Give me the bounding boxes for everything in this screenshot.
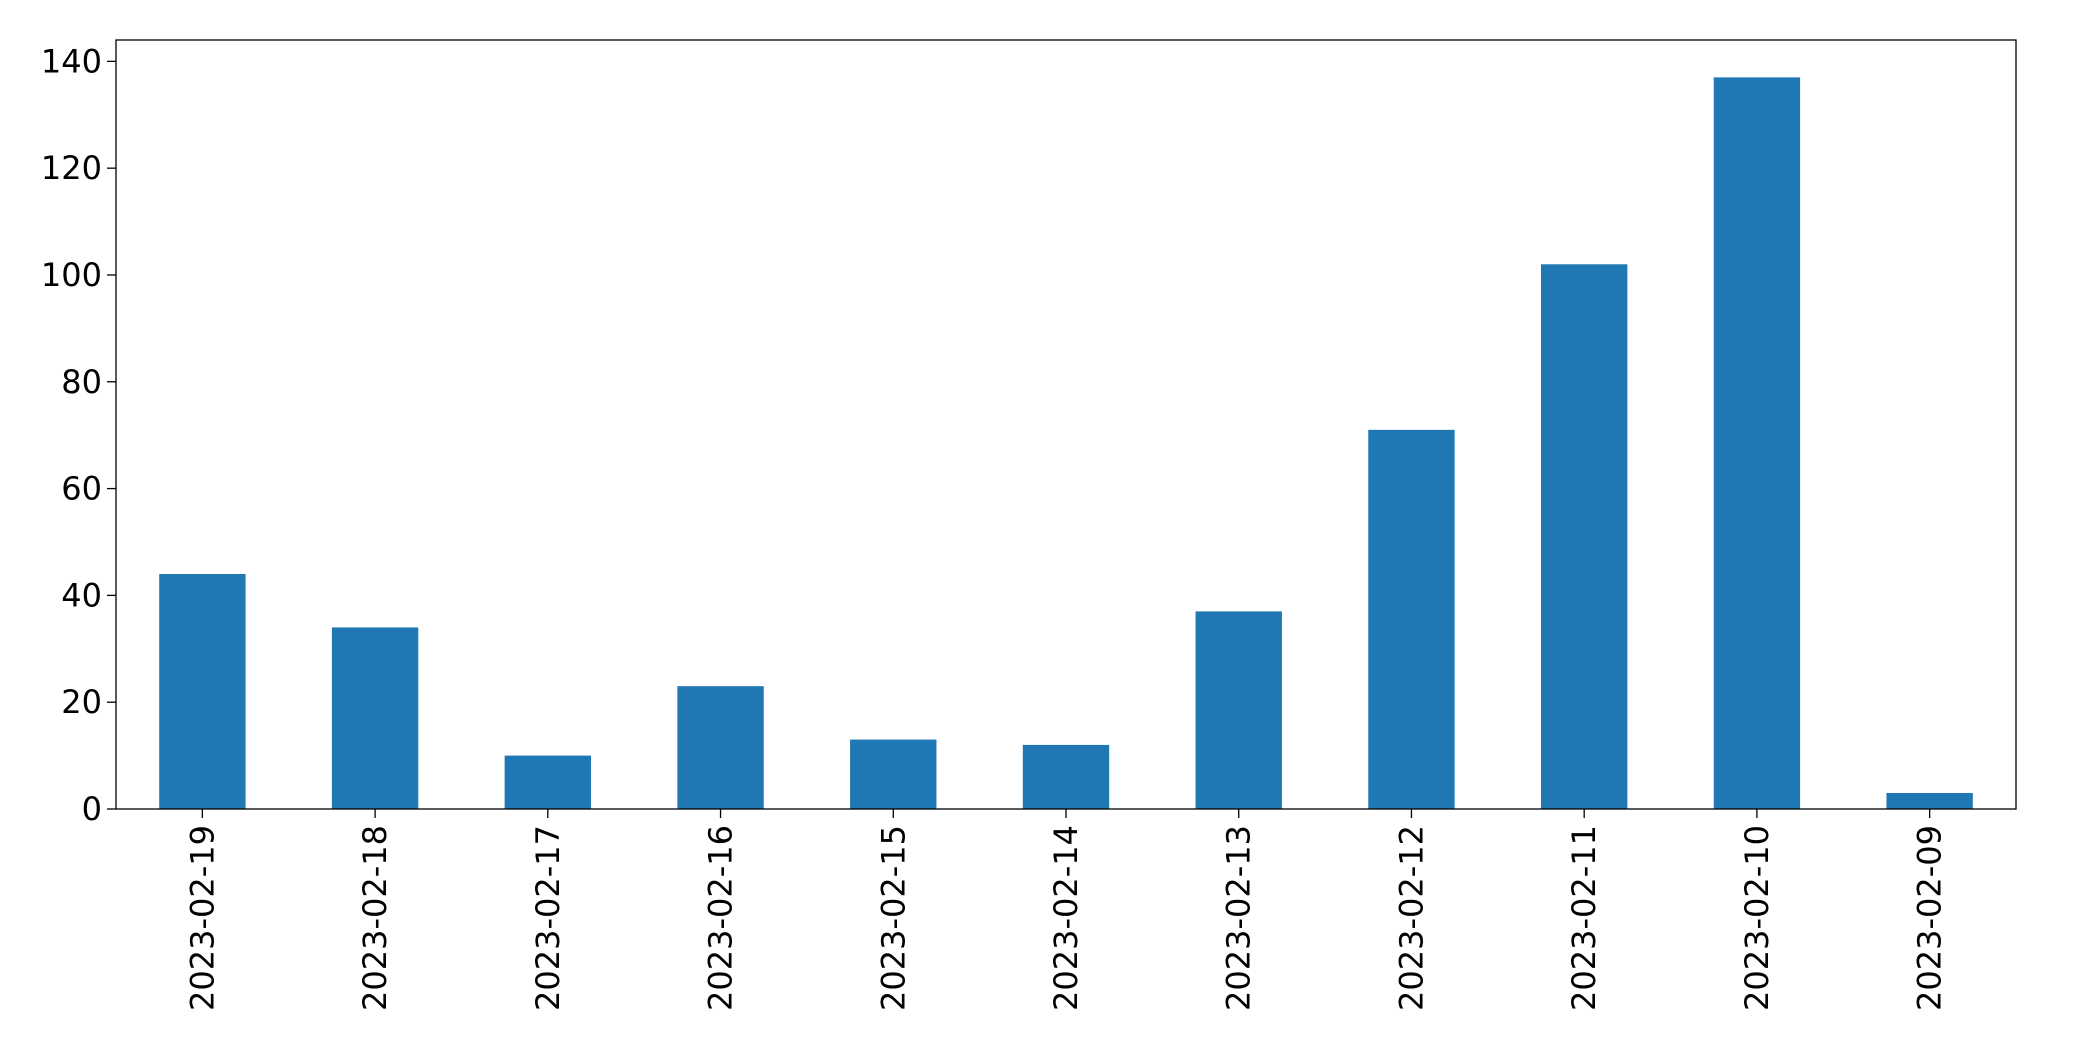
- x-tick-label: 2023-02-09: [1911, 825, 1949, 1011]
- bar: [1886, 792, 1973, 809]
- y-tick-label: 80: [61, 363, 102, 401]
- bar: [1713, 77, 1801, 809]
- bar: [331, 627, 419, 809]
- x-tick-label: 2023-02-18: [356, 825, 394, 1011]
- axes-frame: [115, 39, 2017, 810]
- x-tick-label: 2023-02-19: [183, 825, 221, 1011]
- y-tick-label: 120: [41, 149, 102, 187]
- bar: [1195, 611, 1282, 809]
- y-tick-label: 140: [41, 42, 102, 80]
- x-tick-label: 2023-02-12: [1392, 825, 1430, 1011]
- bar: [850, 739, 937, 809]
- y-tick-label: 60: [61, 470, 102, 508]
- y-tick-label: 40: [61, 576, 102, 614]
- y-tick-label: 0: [82, 790, 102, 828]
- bar: [504, 755, 591, 809]
- x-tick-label: 2023-02-10: [1738, 825, 1776, 1011]
- x-tick-label: 2023-02-15: [874, 825, 912, 1011]
- x-tick-label: 2023-02-11: [1565, 825, 1603, 1011]
- bar: [677, 686, 764, 809]
- bar: [1022, 744, 1110, 809]
- x-tick-label: 2023-02-13: [1220, 825, 1258, 1011]
- x-tick-label: 2023-02-14: [1047, 825, 1085, 1011]
- bar: [159, 574, 246, 809]
- x-tick-label: 2023-02-16: [702, 825, 740, 1011]
- y-tick-label: 20: [61, 683, 102, 721]
- x-tick-label: 2023-02-17: [529, 825, 567, 1011]
- bar: [1368, 429, 1455, 809]
- bar: [1541, 264, 1628, 810]
- y-tick-label: 100: [41, 256, 102, 294]
